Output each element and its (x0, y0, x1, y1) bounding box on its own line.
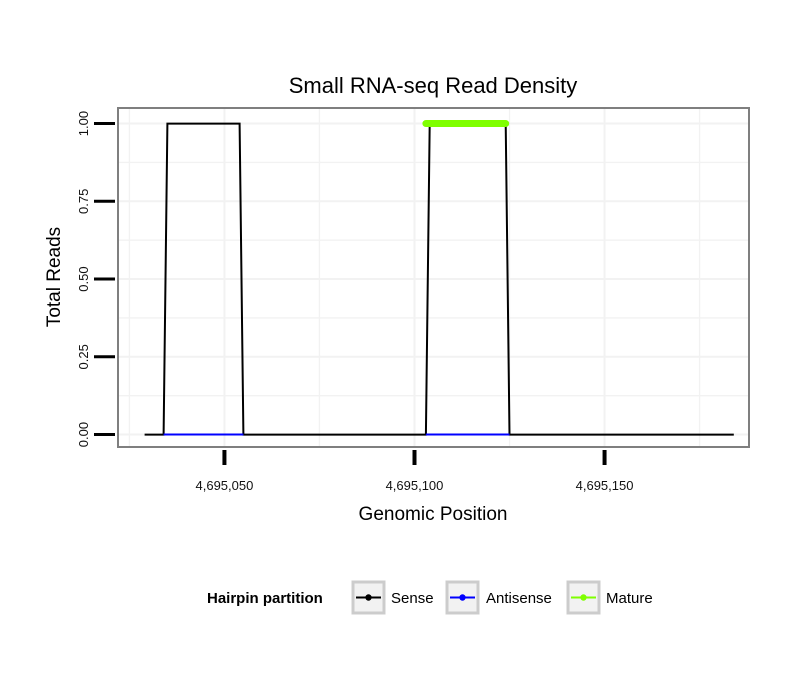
y-axis-title: Total Reads (44, 227, 65, 327)
x-tick-label-0: 4,695,050 (196, 478, 254, 493)
y-tick-label-0: 0.00 (76, 422, 91, 447)
legend-item-sense: Sense (351, 580, 434, 615)
legend: Hairpin partition Sense Antisense Mature (207, 580, 653, 615)
y-tick-label-2: 0.50 (76, 266, 91, 291)
legend-label-antisense: Antisense (486, 590, 552, 607)
plot-border (117, 107, 750, 448)
x-axis-title: Genomic Position (359, 504, 508, 525)
y-tick-label-3: 0.75 (76, 189, 91, 214)
legend-label-mature: Mature (606, 590, 653, 607)
x-tick-label-2: 4,695,150 (576, 478, 634, 493)
chart-title: Small RNA-seq Read Density (289, 73, 578, 98)
x-axis: 4,695,050 4,695,100 4,695,150 (196, 450, 634, 493)
legend-item-mature: Mature (566, 580, 653, 615)
legend-point-sense (365, 594, 372, 601)
y-axis: 0.00 0.25 0.50 0.75 1.00 (76, 111, 115, 447)
y-tick-label-1: 0.25 (76, 344, 91, 369)
y-tick-label-4: 1.00 (76, 111, 91, 136)
legend-point-mature (580, 594, 587, 601)
plot-panel (118, 108, 749, 447)
x-tick-label-1: 4,695,100 (386, 478, 444, 493)
legend-item-antisense: Antisense (445, 580, 552, 615)
series-layer (144, 120, 734, 436)
series-sense-line (144, 122, 734, 436)
legend-point-antisense (459, 594, 466, 601)
legend-title: Hairpin partition (207, 590, 323, 607)
legend-label-sense: Sense (391, 590, 434, 607)
